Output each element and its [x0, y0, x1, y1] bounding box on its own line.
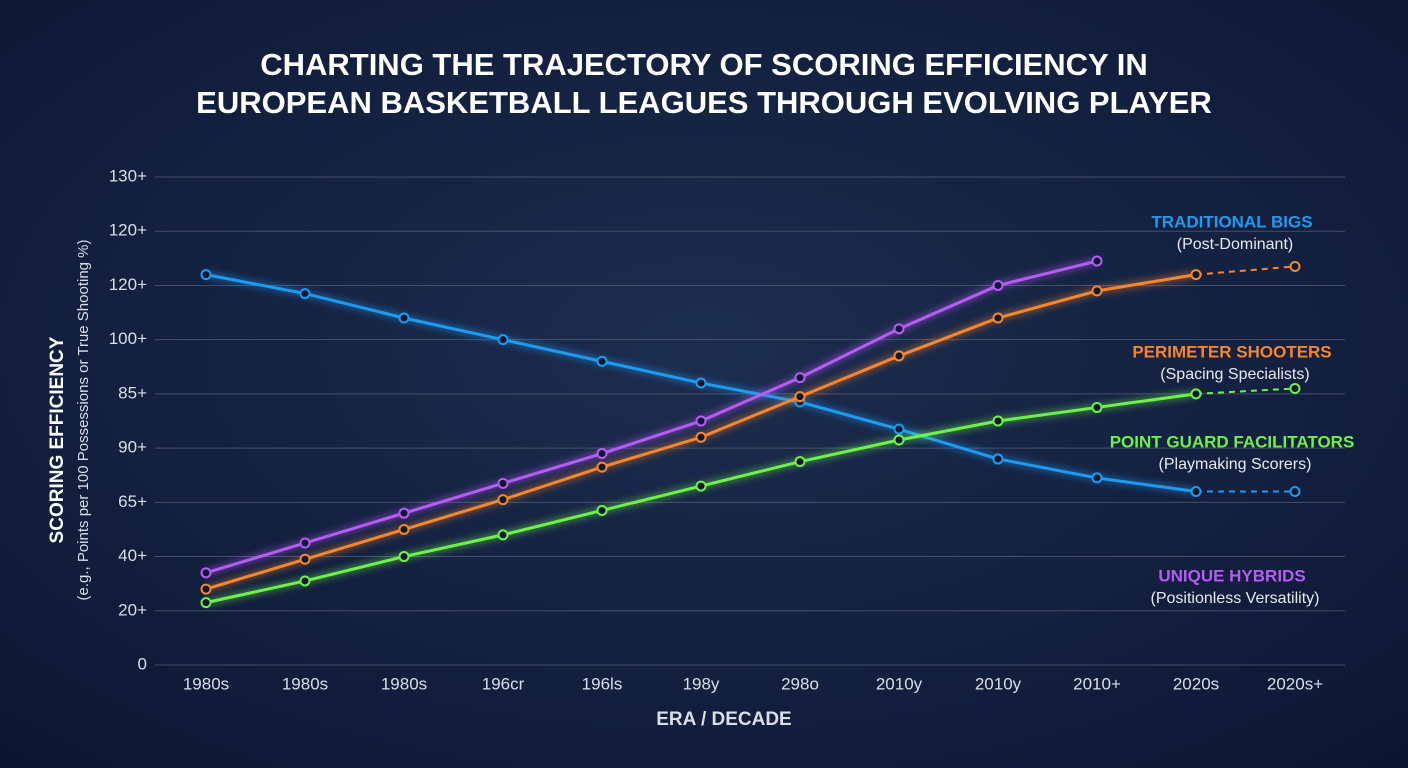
series-line	[205, 259, 1098, 575]
x-tick-label: 198y	[683, 674, 720, 693]
data-point	[1091, 472, 1103, 484]
data-point	[893, 434, 905, 446]
data-point	[398, 523, 410, 535]
data-point	[893, 423, 905, 435]
data-point	[992, 312, 1004, 324]
data-point	[695, 377, 707, 389]
data-point	[200, 269, 212, 281]
data-point	[596, 355, 608, 367]
data-point	[1289, 485, 1301, 497]
data-point	[398, 551, 410, 563]
data-point	[299, 553, 311, 565]
data-point	[299, 575, 311, 587]
data-point	[695, 431, 707, 443]
x-tick-label: 298o	[781, 674, 819, 693]
data-point	[596, 461, 608, 473]
legend-sublabel: (Spacing Specialists)	[1160, 366, 1309, 383]
x-tick-label: 2020s+	[1267, 674, 1323, 693]
data-point	[200, 567, 212, 579]
series-projection	[1195, 265, 1296, 276]
y-tick-label: 100+	[109, 329, 147, 348]
data-point	[497, 494, 509, 506]
data-point	[200, 583, 212, 595]
y-tick-label: 65+	[118, 492, 147, 511]
plot-area: 0 20+ 40+ 65+ 90+ 85+ 100+ 120+ 120+ 130+ 1980s 198…	[109, 166, 1355, 693]
data-point	[1289, 382, 1301, 394]
data-point	[992, 415, 1004, 427]
legend-label: UNIQUE HYBRIDS	[1158, 566, 1305, 585]
y-tick-label: 20+	[118, 600, 147, 619]
chart-title: EUROPEAN BASKETBALL LEAGUES THROUGH EVOL…	[196, 85, 1212, 120]
x-tick-label: 2010+	[1073, 674, 1121, 693]
data-point	[1091, 255, 1103, 267]
legend-label: TRADITIONAL BIGS	[1151, 212, 1312, 231]
chart-title: CHARTING THE TRAJECTORY OF SCORING EFFIC…	[260, 47, 1148, 82]
data-point	[695, 415, 707, 427]
data-point	[596, 504, 608, 516]
legend-sublabel: (Positionless Versatility)	[1151, 590, 1320, 607]
data-point	[794, 372, 806, 384]
data-point	[398, 312, 410, 324]
legend-sublabel: (Post-Dominant)	[1177, 236, 1293, 253]
y-tick-label: 85+	[118, 383, 147, 402]
data-point	[1190, 269, 1202, 281]
x-tick-label: 196ls	[582, 674, 623, 693]
data-point	[1289, 260, 1301, 272]
y-axis-subtitle: (e.g., Points per 100 Possessions or Tru…	[75, 239, 92, 600]
data-point	[299, 288, 311, 300]
data-point	[1190, 485, 1202, 497]
data-point	[497, 334, 509, 346]
y-tick-label: 130+	[109, 166, 147, 185]
data-point	[893, 323, 905, 335]
y-tick-label: 120+	[109, 221, 147, 240]
x-tick-label: 2010y	[876, 674, 923, 693]
data-point	[794, 391, 806, 403]
y-tick-label: 90+	[118, 438, 147, 457]
data-point	[398, 507, 410, 519]
data-point	[695, 480, 707, 492]
data-point	[992, 453, 1004, 465]
x-tick-label: 2010y	[975, 674, 1022, 693]
data-point	[1190, 388, 1202, 400]
x-tick-label: 196cr	[482, 674, 525, 693]
data-point	[794, 456, 806, 468]
data-point	[1091, 285, 1103, 297]
x-tick-label: 1980s	[282, 674, 328, 693]
y-tick-label: 0	[138, 654, 147, 673]
x-tick-label: 2020s	[1173, 674, 1219, 693]
data-point	[497, 529, 509, 541]
legend-sublabel: (Playmaking Scorers)	[1159, 456, 1312, 473]
series-projection	[1195, 387, 1296, 395]
x-axis-title: ERA / DECADE	[656, 709, 791, 730]
legend-label: POINT GUARD FACILITATORS	[1110, 432, 1355, 451]
data-point	[893, 350, 905, 362]
data-point	[497, 477, 509, 489]
y-axis-title: SCORING EFFICIENCY	[47, 336, 68, 543]
data-point	[1091, 401, 1103, 413]
data-point	[299, 537, 311, 549]
y-tick-label: 40+	[118, 546, 147, 565]
data-point	[200, 597, 212, 609]
legend-label: PERIMETER SHOOTERS	[1132, 342, 1331, 361]
y-tick-label: 120+	[109, 275, 147, 294]
x-tick-label: 1980s	[183, 674, 229, 693]
data-point	[596, 448, 608, 460]
data-point	[992, 279, 1004, 291]
x-tick-label: 1980s	[381, 674, 427, 693]
